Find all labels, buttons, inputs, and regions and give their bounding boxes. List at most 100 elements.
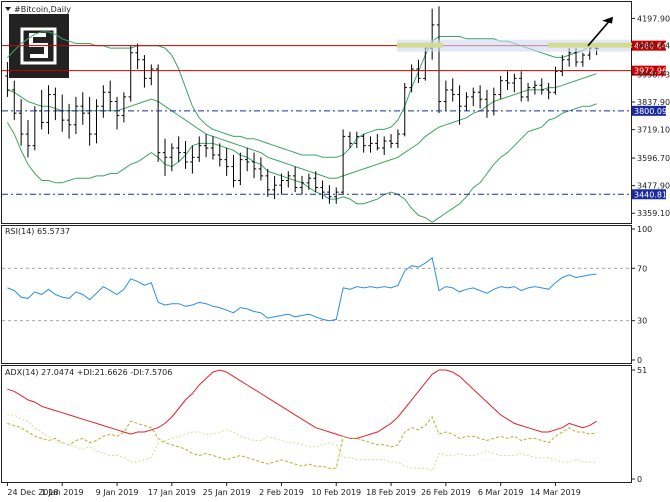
price-panel — [1, 1, 632, 224]
di-minus-line — [7, 414, 597, 472]
candle — [258, 157, 264, 181]
candlesticks — [5, 6, 599, 204]
rsi-tick-label: 70 — [637, 264, 647, 273]
level-tag — [632, 105, 666, 116]
candle — [471, 87, 476, 107]
candle — [80, 92, 85, 125]
adx-series — [7, 369, 597, 472]
candle — [443, 80, 449, 111]
candle — [183, 141, 188, 169]
panel-borders — [1, 1, 632, 483]
x-tick-label: 6 Mar 2019 — [478, 488, 524, 497]
bollinger-middle-line — [7, 73, 597, 179]
price-tick-label: 3837.90 — [637, 98, 670, 107]
candle — [94, 99, 99, 144]
candle — [101, 85, 106, 118]
candle — [286, 171, 291, 188]
x-tick-label: 10 Feb 2019 — [311, 488, 361, 497]
arrow-shaft — [587, 19, 611, 47]
candle — [66, 103, 72, 139]
level-tag — [632, 40, 666, 51]
candle — [395, 129, 401, 148]
x-tick-label: 18 Feb 2019 — [366, 488, 416, 497]
candle — [12, 80, 17, 121]
candle — [169, 143, 175, 172]
candle — [368, 136, 373, 153]
candle — [388, 134, 394, 148]
adx-axis: 51 0 — [631, 366, 647, 484]
adx-tick-label: 51 — [637, 366, 647, 375]
level-tag — [632, 189, 666, 200]
rsi-tick-label: 0 — [637, 356, 642, 365]
candle — [436, 6, 442, 114]
candle — [162, 138, 168, 176]
candle — [87, 96, 92, 146]
candle — [39, 89, 44, 130]
candle — [265, 168, 270, 197]
candle — [135, 43, 140, 70]
level-tag-label: 3800.09 — [634, 107, 667, 116]
candle — [512, 73, 517, 93]
rsi-series — [7, 256, 597, 322]
candle — [203, 134, 209, 158]
rsi-line — [7, 256, 597, 322]
candle — [340, 129, 346, 195]
level-tag — [632, 65, 666, 76]
level-tag-label: 3972.96 — [634, 67, 667, 76]
candle — [539, 78, 544, 95]
level-tag-label: 3440.81 — [634, 190, 667, 199]
candle — [361, 134, 366, 153]
candle — [457, 85, 462, 125]
resistance-zone — [397, 39, 631, 52]
x-tick-label: 24 Dec 2018 — [7, 488, 58, 497]
rsi-panel — [1, 225, 632, 364]
candle — [416, 59, 421, 83]
candle — [244, 148, 250, 172]
candle — [224, 148, 229, 176]
candle — [231, 154, 236, 188]
candle — [18, 99, 24, 146]
price-levels: 4080.64 3972.96 3800.09 3440.81 — [2, 40, 667, 200]
price-tick-label: 3477.90 — [637, 182, 670, 191]
candle — [73, 96, 79, 135]
chart-title-group: #Bitcoin,Daily — [5, 5, 71, 14]
rsi-axis: 100 70 30 0 — [631, 225, 652, 365]
candle — [238, 152, 243, 186]
rsi-tick-label: 100 — [637, 225, 652, 234]
candle — [320, 180, 325, 200]
candle — [210, 136, 216, 160]
candle — [272, 175, 277, 200]
adx-label: ADX(14) 27.0474 +DI:21.6626 -DI:7.5706 — [5, 368, 172, 377]
candle — [46, 85, 51, 135]
x-tick-label: 17 Jan 2019 — [148, 488, 196, 497]
price-tick-label: 3956.73 — [637, 70, 670, 79]
x-tick-label: 2 Feb 2019 — [259, 488, 304, 497]
chart-title: #Bitcoin,Daily — [14, 5, 71, 14]
candle — [128, 45, 133, 102]
candle — [450, 78, 455, 102]
candle — [484, 89, 490, 118]
candle — [197, 136, 202, 162]
rsi-grid — [2, 267, 631, 322]
candle — [217, 143, 222, 167]
candle — [121, 92, 127, 123]
candle — [546, 82, 551, 100]
candle — [313, 171, 318, 193]
x-tick-label: 25 Jan 2019 — [203, 488, 251, 497]
candle — [409, 64, 414, 93]
x-tick-label: 9 Jan 2019 — [96, 488, 139, 497]
candle — [279, 173, 284, 195]
candle — [505, 71, 510, 90]
candle — [60, 94, 65, 132]
annotations — [397, 16, 632, 52]
x-tick-label: 26 Feb 2019 — [421, 488, 471, 497]
candle — [519, 71, 524, 102]
dropdown-triangle-icon[interactable] — [5, 7, 11, 11]
adx-panel — [1, 365, 632, 483]
candle — [306, 173, 312, 190]
candle — [107, 80, 113, 111]
candle — [176, 136, 181, 162]
x-tick-label: 14 Mar 2019 — [530, 488, 581, 497]
